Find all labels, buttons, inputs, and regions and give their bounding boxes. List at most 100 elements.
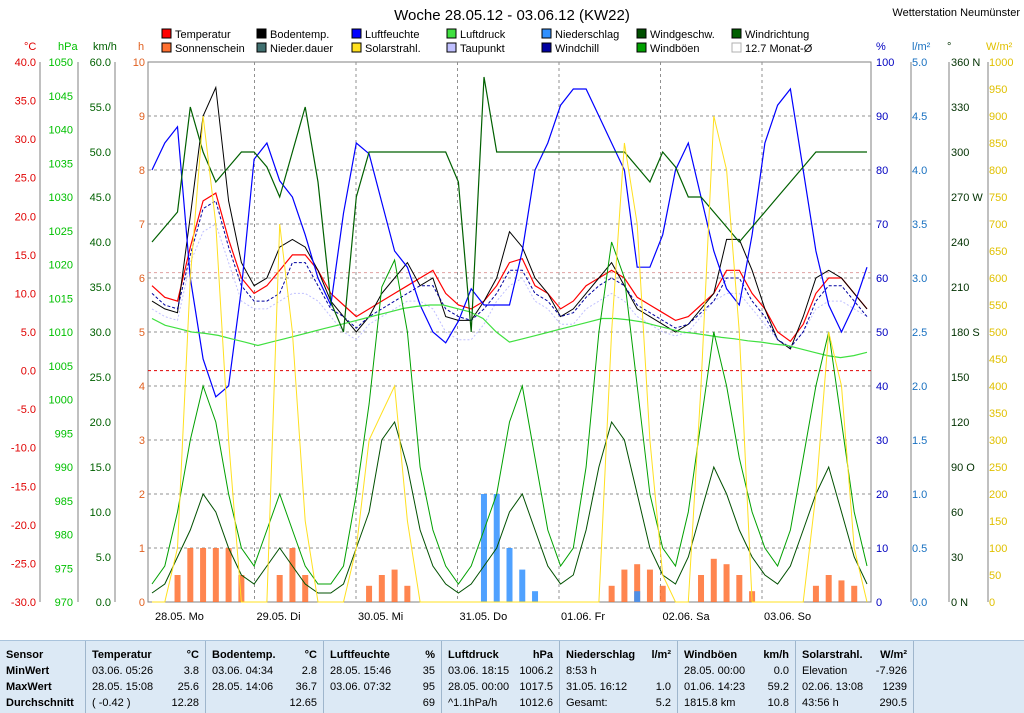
stats-cell-value: 12.28 [171, 697, 199, 709]
solar-axis-tick: 400 [989, 381, 1007, 393]
solar-axis-tick: 800 [989, 165, 1007, 177]
direction-axis-tick: 60 [951, 507, 963, 519]
bar-sonnenschein [238, 575, 245, 602]
legend-swatch [541, 42, 552, 53]
solar-axis-tick: 200 [989, 489, 1007, 501]
bar-sonnenschein [302, 575, 309, 602]
solar-axis-tick: 550 [989, 300, 1007, 312]
rain-axis-unit: l/m² [912, 41, 931, 53]
pressure-axis-tick: 1025 [49, 226, 73, 238]
solar-axis-tick: 0 [989, 597, 995, 609]
sunshine-axis-tick: 10 [133, 57, 145, 69]
legend-label: Windchill [555, 43, 599, 55]
rain-axis-tick: 3.0 [912, 273, 927, 285]
stats-luftdruck-column: Luftdruck hPa 03.06. 18:15 1006.2 28.05. 00:… [442, 641, 560, 713]
pressure-axis-tick: 985 [55, 496, 73, 508]
series-line-windrichtung [151, 76, 867, 333]
stats-cell-value: 10.8 [767, 697, 789, 709]
stats-temperatur-header: Temperatur °C [86, 647, 205, 663]
stats-cell-label: 28.05. 14:06 [212, 681, 274, 693]
bar-sonnenschein [608, 585, 615, 602]
temp-axis-tick: 40.0 [15, 57, 36, 69]
stats-sensor-column: Sensor MinWert MaxWert Durchschnitt [0, 641, 86, 713]
stats-header-unit: W/m² [880, 649, 907, 661]
pressure-axis-tick: 980 [55, 530, 73, 542]
solar-axis-tick: 450 [989, 354, 1007, 366]
temp-axis-tick: 0.0 [21, 366, 36, 378]
bar-niederschlag [532, 591, 539, 602]
bar-sonnenschein [378, 575, 385, 602]
stats-bodentemp-column: Bodentemp. °C 03.06. 04:34 2.8 28.05. 14:06 3… [206, 641, 324, 713]
direction-axis-tick: 270 W [951, 192, 983, 204]
rain-axis-tick: 2.0 [912, 381, 927, 393]
stats-cell-value: 3.8 [183, 665, 199, 677]
x-day-label: 01.06. Fr [561, 611, 605, 623]
bar-sonnenschein [187, 548, 194, 602]
bar-sonnenschein [200, 548, 207, 602]
legend-swatch [351, 42, 362, 53]
bar-sonnenschein [289, 548, 296, 602]
legend-swatch [161, 28, 172, 39]
bar-sonnenschein [825, 575, 832, 602]
legend-label: Luftdruck [460, 29, 506, 41]
humidity-axis-tick: 80 [876, 165, 888, 177]
direction-axis-tick: 180 S [951, 327, 980, 339]
temp-axis-tick: -5.0 [17, 404, 36, 416]
stats-header-unit: % [425, 649, 435, 661]
wind-axis-tick: 60.0 [90, 57, 111, 69]
x-day-label: 31.05. Do [460, 611, 508, 623]
bar-niederschlag [506, 548, 513, 602]
rain-axis-tick: 1.0 [912, 489, 927, 501]
wind-axis-tick: 25.0 [90, 372, 111, 384]
stats-cell-value: 59.2 [767, 681, 789, 693]
bar-sonnenschein [366, 585, 373, 602]
legend-label: Nieder.dauer [270, 43, 333, 55]
stats-header-unit: hPa [532, 649, 553, 661]
bar-sonnenschein [736, 575, 743, 602]
stats-cell-value: 5.2 [655, 697, 671, 709]
solar-axis-tick: 650 [989, 246, 1007, 258]
stats-cell-value: -7.926 [875, 665, 907, 677]
stats-cell-label: 02.06. 13:08 [802, 681, 864, 693]
wind-axis-tick: 45.0 [90, 192, 111, 204]
bar-sonnenschein [659, 585, 666, 602]
stats-windboeen-row: 1815.8 km 10.8 [678, 695, 795, 711]
legend-swatch [731, 42, 742, 53]
stats-header-label: Bodentemp. [212, 649, 276, 661]
stats-cell-label: 03.06. 04:34 [212, 665, 274, 677]
series-line-windchill [151, 200, 868, 349]
temp-axis-tick: 30.0 [15, 134, 36, 146]
stats-cell-label: 8:53 h [566, 665, 597, 677]
legend-swatch [731, 28, 742, 39]
stats-cell-label: 03.06. 07:32 [330, 681, 392, 693]
direction-axis-tick: 150 [951, 372, 969, 384]
solar-axis-tick: 350 [989, 408, 1007, 420]
bar-sonnenschein [838, 580, 845, 602]
stats-cell-label: ^1.1hPa/h [448, 697, 498, 709]
legend-label: Bodentemp. [270, 29, 329, 41]
temp-axis-tick: -15.0 [11, 481, 36, 493]
series-line-taupunkt [151, 223, 868, 349]
stats-cell-value: 95 [422, 681, 435, 693]
chart-title: Woche 28.05.12 - 03.06.12 (KW22) [394, 7, 630, 24]
stats-cell-value: 1006.2 [519, 665, 553, 677]
sunshine-axis-tick: 9 [139, 111, 145, 123]
wind-axis-tick: 55.0 [90, 102, 111, 114]
bar-sonnenschein [646, 569, 653, 602]
humidity-axis-tick: 50 [876, 327, 888, 339]
stats-header-label: Solarstrahl. [802, 649, 863, 661]
stats-cell-label: Gesamt: [566, 697, 608, 709]
legend-label: Luftfeuchte [365, 29, 419, 41]
bar-sonnenschein [812, 585, 819, 602]
stats-windboeen-row: 01.06. 14:23 59.2 [678, 679, 795, 695]
solar-axis-tick: 100 [989, 543, 1007, 555]
stats-cell-value: 69 [422, 697, 435, 709]
temp-axis-tick: 5.0 [21, 327, 36, 339]
bar-niederschlag [634, 591, 641, 602]
wind-axis-unit: km/h [93, 41, 117, 53]
stats-header-unit: km/h [763, 649, 789, 661]
direction-axis-tick: 120 [951, 417, 969, 429]
humidity-axis-unit: % [876, 41, 886, 53]
series-line-luftdruck [151, 304, 868, 359]
x-day-label: 29.05. Di [257, 611, 301, 623]
